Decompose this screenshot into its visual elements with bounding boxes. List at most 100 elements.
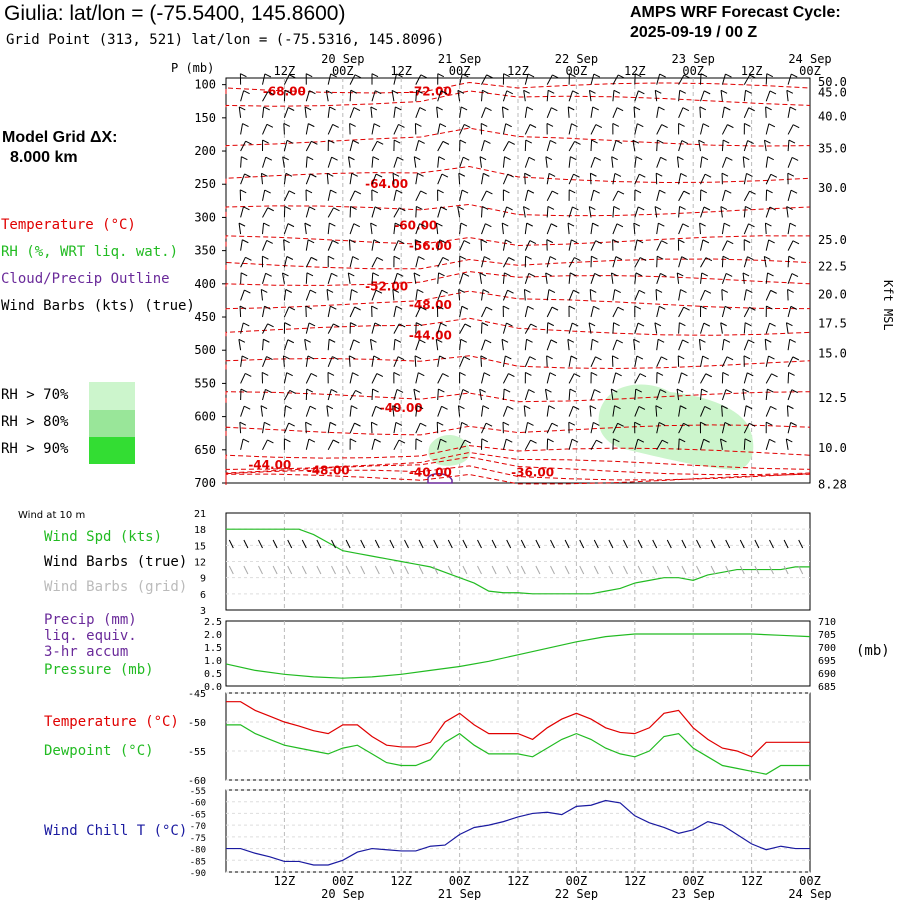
wind-barb-flag	[573, 373, 581, 378]
wind-barb	[590, 124, 597, 135]
wind-barb	[612, 423, 619, 434]
wind-barb	[240, 272, 242, 284]
wind-barb-flag	[765, 421, 773, 426]
barb-grid	[462, 565, 468, 575]
wind-barb	[721, 157, 727, 168]
wind-barb-flag	[267, 439, 274, 444]
wind-barb	[371, 439, 376, 450]
wind-barb-flag	[613, 89, 621, 94]
time-label-top: 12Z	[390, 64, 412, 78]
wind-barb-flag	[286, 139, 294, 144]
wind-barb-flag	[528, 389, 535, 393]
wind-barb	[437, 257, 444, 268]
wind-barb-flag	[724, 106, 731, 111]
wind-barb	[589, 289, 592, 301]
wind-barb	[283, 256, 288, 268]
wind-barb	[369, 339, 373, 351]
rh70-swatch	[89, 382, 135, 410]
wind-barb-flag	[462, 389, 470, 393]
isotherm-line	[225, 258, 811, 270]
wind-barb-flag	[437, 189, 444, 194]
wind-barb-flag	[791, 156, 799, 161]
temp-tick-label: -50	[188, 718, 206, 729]
windchill-tick-label: -65	[190, 810, 206, 820]
wind-barb	[634, 355, 638, 367]
wind-speed-line	[226, 528, 810, 595]
wind-barb-flag	[545, 388, 552, 393]
wind-barb	[765, 156, 769, 168]
wind-barb	[721, 273, 727, 284]
wind-barb-flag	[286, 256, 294, 260]
wind-barb	[544, 389, 548, 401]
wind-barb-flag	[639, 373, 647, 378]
wind-barb-flag	[267, 91, 275, 96]
wind-barb-flag	[394, 222, 402, 227]
wind-barb-flag	[333, 323, 340, 328]
precip-tick-label: 0.5	[204, 669, 222, 680]
wind-barb-flag	[567, 222, 575, 227]
wind-barb	[260, 405, 263, 417]
wind-barb	[502, 123, 507, 135]
wind-barb-flag	[747, 140, 754, 144]
wind-barb-flag	[789, 222, 797, 227]
wind-barb-flag	[528, 272, 536, 277]
wind-barb	[763, 140, 767, 152]
wind-barb	[700, 355, 704, 367]
barb-grid	[739, 565, 745, 575]
wind-barb-flag	[506, 90, 514, 95]
wind-barb	[612, 339, 618, 351]
wind-barb-flag	[350, 205, 357, 210]
wind-barb-flag	[765, 338, 772, 343]
wind-barb	[787, 422, 792, 434]
wind-barb-flag	[655, 288, 663, 293]
wind-barb	[437, 141, 444, 152]
isotherm-label: -60.00	[394, 218, 437, 232]
wind-barb-flag	[502, 305, 510, 310]
wind-barb-flag	[439, 239, 446, 244]
wind-barb	[347, 156, 351, 168]
wind-barb-flag	[770, 289, 777, 294]
wind-barb	[612, 90, 615, 102]
wind-barb	[634, 322, 639, 334]
wind-barb	[634, 123, 638, 135]
isotherm-line	[225, 317, 811, 337]
barb-true	[404, 539, 409, 549]
kft-tick-label: 12.5	[818, 391, 847, 405]
wind-barb	[612, 405, 616, 417]
date-label-top: 21 Sep	[438, 52, 481, 66]
wind-barb-flag	[545, 156, 553, 161]
wind-barb	[634, 239, 638, 251]
wind-barb	[588, 206, 592, 218]
isotherm-line	[225, 81, 811, 94]
wind-barb	[590, 240, 597, 251]
wind-barb	[787, 306, 792, 318]
wind-barb	[698, 339, 701, 351]
wind-barb-flag	[239, 189, 247, 194]
precip-tick-label: 2.5	[204, 617, 222, 628]
wind-barb-flag	[569, 272, 577, 277]
kft-tick-label: 50.0	[818, 75, 847, 89]
wind-barb	[612, 306, 619, 318]
wind-barb	[612, 206, 615, 218]
wind-barb	[678, 173, 682, 185]
time-label-top: 12Z	[274, 64, 296, 78]
wind-barb-flag	[417, 172, 424, 177]
wind-barb-flag	[568, 421, 576, 426]
barb-true	[477, 539, 482, 549]
wind-barb	[393, 323, 400, 334]
wind-barb-flag	[306, 272, 314, 277]
wind-barb-flag	[261, 172, 268, 177]
wind-barb-flag	[415, 322, 423, 327]
wind-barb	[437, 239, 441, 251]
wind-barb-flag	[742, 388, 750, 393]
wind-barb-flag	[637, 206, 645, 211]
wind-barb-flag	[437, 305, 444, 310]
wind-barb	[610, 272, 614, 284]
wind-barb-flag	[551, 422, 559, 427]
wind-barb	[743, 372, 748, 384]
wind-barb-flag	[244, 289, 251, 294]
barb-grid	[564, 565, 570, 575]
wind-barb-flag	[415, 239, 422, 244]
grid-point-info: Grid Point (313, 521) lat/lon = (-75.531…	[6, 32, 445, 48]
wind-barb-flag	[438, 272, 445, 277]
